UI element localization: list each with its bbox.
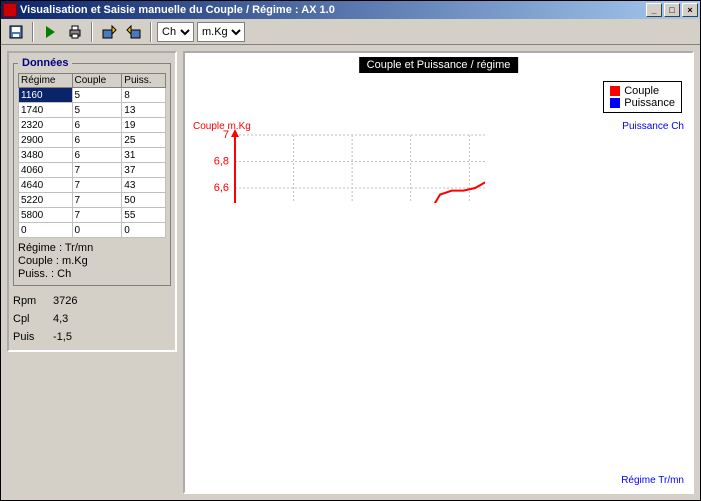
data-legend: Données — [18, 57, 72, 69]
svg-text:6,6: 6,6 — [214, 182, 229, 194]
window-title: Visualisation et Saisie manuelle du Coup… — [20, 4, 335, 16]
table-cell[interactable]: 13 — [122, 103, 166, 118]
titlebar[interactable]: Visualisation et Saisie manuelle du Coup… — [1, 1, 700, 19]
readout: Rpm3726 Cpl4,3 Puis-1,5 — [13, 292, 171, 346]
svg-text:7: 7 — [223, 129, 229, 141]
data-panel: Données RégimeCouplePuiss. 1160581740513… — [7, 51, 177, 352]
chart-legend: Couple Puissance — [603, 81, 682, 113]
table-cell[interactable]: 31 — [122, 148, 166, 163]
table-row[interactable]: 3480631 — [19, 148, 166, 163]
table-cell[interactable]: 19 — [122, 118, 166, 133]
table-row[interactable]: 4640743 — [19, 178, 166, 193]
maximize-button[interactable]: □ — [664, 3, 680, 17]
rpm-label: Rpm — [13, 292, 53, 310]
table-cell[interactable]: 7 — [72, 163, 122, 178]
unit-puiss: Puiss. : Ch — [18, 268, 166, 281]
col-header[interactable]: Puiss. — [122, 74, 166, 88]
chart-panel: Couple et Puissance / régime Couple Puis… — [183, 51, 694, 494]
table-cell[interactable]: 6 — [72, 118, 122, 133]
data-table[interactable]: RégimeCouplePuiss. 116058174051323206192… — [18, 73, 166, 238]
table-cell[interactable]: 1740 — [19, 103, 73, 118]
table-cell[interactable]: 37 — [122, 163, 166, 178]
table-cell[interactable]: 1160 — [19, 88, 73, 103]
rpm-value: 3726 — [53, 292, 171, 310]
table-cell[interactable]: 2320 — [19, 118, 73, 133]
toolbar: Ch m.Kg — [1, 19, 700, 45]
legend-label-puissance: Puissance — [624, 97, 675, 109]
play-button[interactable] — [39, 21, 61, 43]
y-right-label: Puissance Ch — [622, 121, 684, 132]
svg-text:6,8: 6,8 — [214, 156, 229, 168]
left-column: Données RégimeCouplePuiss. 1160581740513… — [7, 51, 177, 494]
table-cell[interactable]: 6 — [72, 148, 122, 163]
unit-torque-select[interactable]: m.Kg — [197, 22, 245, 42]
units-block: Régime : Tr/mn Couple : m.Kg Puiss. : Ch — [18, 242, 166, 281]
print-button[interactable] — [64, 21, 86, 43]
table-cell[interactable]: 7 — [72, 193, 122, 208]
table-cell[interactable]: 25 — [122, 133, 166, 148]
table-row[interactable]: 4060737 — [19, 163, 166, 178]
table-cell[interactable]: 8 — [122, 88, 166, 103]
unit-regime: Régime : Tr/mn — [18, 242, 166, 255]
table-cell[interactable]: 43 — [122, 178, 166, 193]
unit-couple: Couple : m.Kg — [18, 255, 166, 268]
app-window: Visualisation et Saisie manuelle du Coup… — [0, 0, 701, 501]
legend-swatch-couple — [610, 86, 620, 96]
table-cell[interactable]: 0 — [19, 223, 73, 238]
table-row[interactable]: 000 — [19, 223, 166, 238]
chart-svg: 010002000300040005000600070004,64,855,25… — [185, 53, 485, 203]
table-row[interactable]: 116058 — [19, 88, 166, 103]
table-cell[interactable]: 4060 — [19, 163, 73, 178]
table-row[interactable]: 5220750 — [19, 193, 166, 208]
table-row[interactable]: 2900625 — [19, 133, 166, 148]
table-cell[interactable]: 50 — [122, 193, 166, 208]
legend-label-couple: Couple — [624, 85, 659, 97]
import-button[interactable] — [98, 21, 120, 43]
table-cell[interactable]: 3480 — [19, 148, 73, 163]
col-header[interactable]: Couple — [72, 74, 122, 88]
puis-label: Puis — [13, 328, 53, 346]
unit-power-select[interactable]: Ch — [157, 22, 194, 42]
data-fieldset: Données RégimeCouplePuiss. 1160581740513… — [13, 57, 171, 286]
table-cell[interactable]: 7 — [72, 178, 122, 193]
legend-swatch-puissance — [610, 98, 620, 108]
table-row[interactable]: 2320619 — [19, 118, 166, 133]
col-header[interactable]: Régime — [19, 74, 73, 88]
cpl-value: 4,3 — [53, 310, 171, 328]
table-cell[interactable]: 5 — [72, 103, 122, 118]
app-icon — [3, 3, 17, 17]
table-cell[interactable]: 7 — [72, 208, 122, 223]
table-cell[interactable]: 2900 — [19, 133, 73, 148]
close-button[interactable]: × — [682, 3, 698, 17]
table-cell[interactable]: 5220 — [19, 193, 73, 208]
puis-value: -1,5 — [53, 328, 171, 346]
content-area: Données RégimeCouplePuiss. 1160581740513… — [1, 45, 700, 500]
table-cell[interactable]: 55 — [122, 208, 166, 223]
x-axis-label: Régime Tr/mn — [621, 475, 684, 486]
export-button[interactable] — [123, 21, 145, 43]
table-cell[interactable]: 6 — [72, 133, 122, 148]
minimize-button[interactable]: _ — [646, 3, 662, 17]
table-cell[interactable]: 0 — [122, 223, 166, 238]
save-button[interactable] — [5, 21, 27, 43]
table-row[interactable]: 1740513 — [19, 103, 166, 118]
table-cell[interactable]: 0 — [72, 223, 122, 238]
table-row[interactable]: 5800755 — [19, 208, 166, 223]
table-cell[interactable]: 5 — [72, 88, 122, 103]
table-cell[interactable]: 5800 — [19, 208, 73, 223]
table-cell[interactable]: 4640 — [19, 178, 73, 193]
cpl-label: Cpl — [13, 310, 53, 328]
